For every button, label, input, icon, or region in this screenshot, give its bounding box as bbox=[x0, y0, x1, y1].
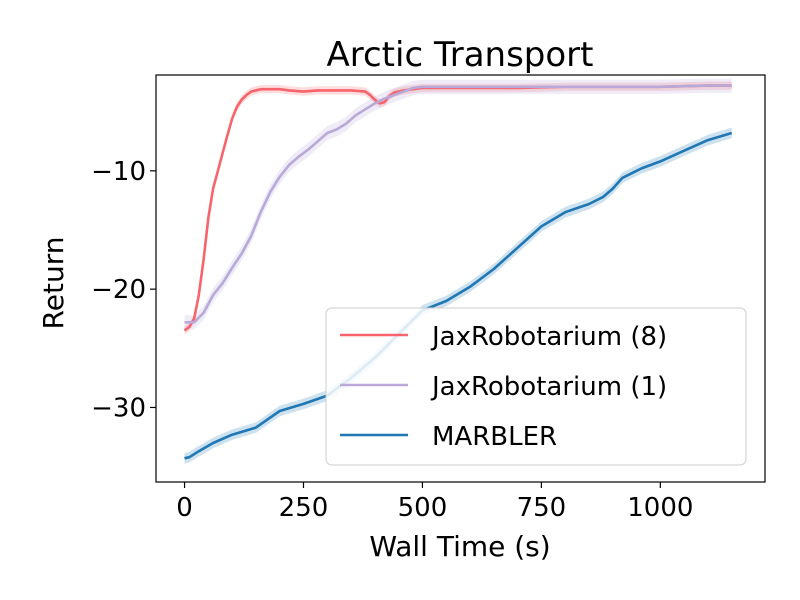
y-tick-label: −30 bbox=[91, 393, 146, 423]
band-marbler bbox=[184, 127, 732, 464]
x-axis: 0 250 500 750 1000 bbox=[176, 482, 693, 523]
chart-title: Arctic Transport bbox=[326, 35, 593, 75]
x-tick-label: 1000 bbox=[627, 493, 693, 523]
confidence-bands bbox=[184, 78, 732, 464]
band-jaxrobotarium-8 bbox=[184, 81, 732, 335]
series-lines bbox=[183, 84, 733, 460]
legend-label: JaxRobotarium (1) bbox=[430, 372, 667, 402]
line-jaxrobotarium-1 bbox=[184, 84, 732, 324]
y-tick-label: −10 bbox=[91, 157, 146, 187]
y-axis-label: Return bbox=[37, 237, 70, 330]
legend-label: MARBLER bbox=[432, 422, 557, 452]
legend-box bbox=[325, 307, 747, 466]
x-axis-label: Wall Time (s) bbox=[369, 530, 550, 563]
line-marbler bbox=[184, 131, 733, 460]
x-tick-label: 250 bbox=[279, 493, 329, 523]
y-axis: −30 −20 −10 bbox=[91, 157, 156, 423]
legend-label: JaxRobotarium (8) bbox=[430, 322, 667, 352]
x-tick-label: 0 bbox=[176, 493, 193, 523]
band-jaxrobotarium-1 bbox=[184, 78, 732, 330]
legend: JaxRobotarium (8) JaxRobotarium (1) MARBLE… bbox=[325, 307, 747, 466]
plot-frame bbox=[155, 74, 766, 483]
x-tick-label: 500 bbox=[398, 493, 448, 523]
y-tick-label: −20 bbox=[91, 275, 146, 305]
x-tick-label: 750 bbox=[517, 493, 567, 523]
